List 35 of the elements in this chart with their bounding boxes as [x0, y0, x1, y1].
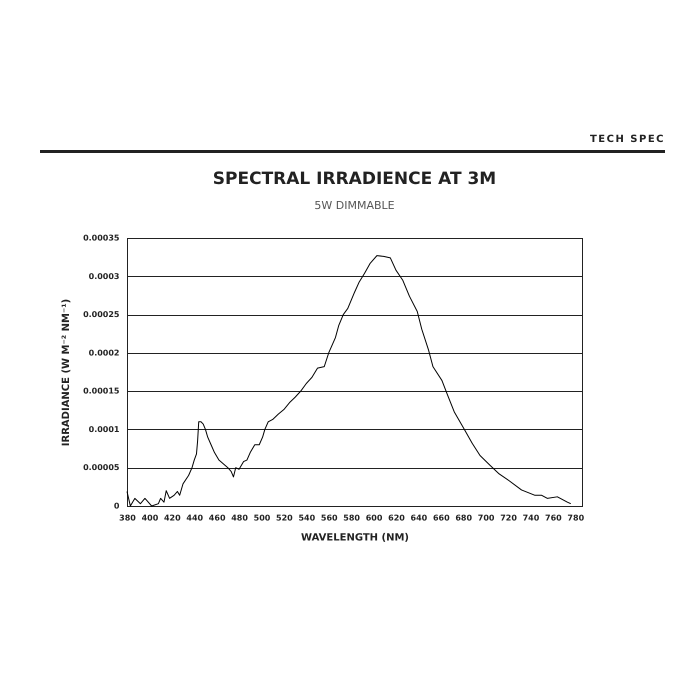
x-tick-label: 740	[522, 514, 540, 522]
y-tick-label: 0	[114, 502, 120, 510]
y-tick-label: 0.00005	[83, 463, 120, 472]
x-tick-label: 500	[254, 514, 271, 522]
y-tick-label: 0.0001	[88, 424, 120, 434]
x-tick-label: 480	[231, 514, 248, 522]
x-tick-label: 460	[208, 514, 226, 522]
x-tick-label: 400	[142, 514, 159, 522]
y-axis-title: IRRADIANCE (W M⁻² NM⁻¹)	[61, 298, 72, 446]
chart-subtitle: 5W DIMMABLE	[314, 199, 395, 212]
y-tick-label: 0.00015	[83, 386, 120, 396]
text: TECH SPEC	[590, 134, 665, 145]
chart-title: SPECTRAL IRRADIENCE AT 3M	[212, 169, 496, 189]
y-tick-label: 0.0003	[88, 272, 120, 281]
x-tick-label: 540	[298, 514, 316, 522]
x-tick-label: 700	[478, 514, 495, 522]
x-tick-label: 420	[164, 514, 182, 522]
x-tick-label: 440	[186, 514, 204, 522]
y-tick-label: 0.00025	[83, 310, 120, 320]
x-tick-label: 780	[567, 514, 585, 522]
y-tick-label: 0.00035	[83, 234, 120, 242]
y-tick-label: 0.0002	[88, 348, 120, 358]
x-tick-label: 600	[366, 514, 383, 522]
x-tick-label: 580	[343, 514, 360, 522]
x-tick-label: 560	[320, 514, 338, 522]
x-tick-label: 680	[455, 514, 472, 522]
line-series	[126, 255, 572, 506]
x-tick-label: 760	[545, 514, 562, 522]
x-tick-label: 660	[432, 514, 450, 522]
x-tick-label: 380	[119, 514, 136, 522]
x-tick-label: 520	[276, 514, 294, 522]
x-tick-label: 640	[410, 514, 428, 522]
x-tick-label: 720	[500, 514, 518, 522]
x-axis-title: WAVELENGTH (NM)	[301, 532, 409, 544]
x-tick-label: 620	[388, 514, 406, 522]
